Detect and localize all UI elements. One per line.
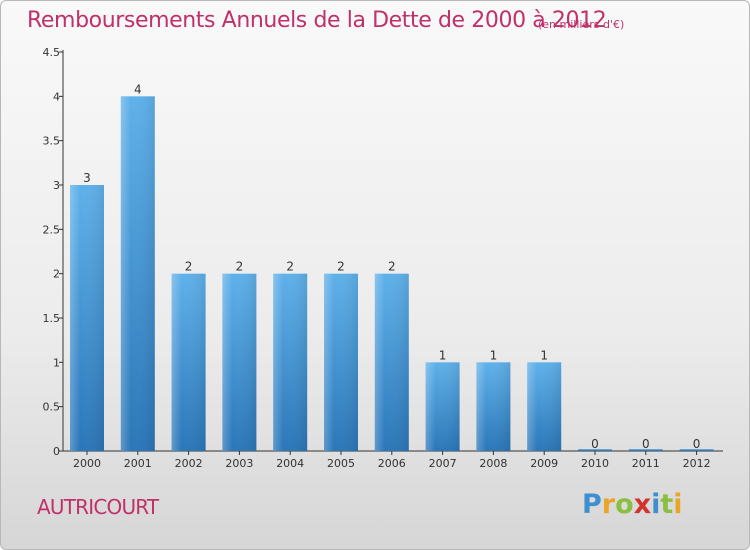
bar-shade bbox=[476, 362, 511, 451]
data-label: 1 bbox=[439, 348, 447, 362]
bar-shade bbox=[527, 362, 562, 451]
bar-shade bbox=[120, 96, 155, 451]
x-tick-label: 2003 bbox=[225, 457, 253, 470]
x-tick-label: 2005 bbox=[327, 457, 355, 470]
data-label: 2 bbox=[286, 260, 294, 274]
bar-shade bbox=[171, 273, 206, 451]
x-tick-label: 2002 bbox=[175, 457, 203, 470]
x-tick-label: 2010 bbox=[581, 457, 609, 470]
bar-shade bbox=[425, 362, 460, 451]
data-label: 4 bbox=[134, 82, 142, 96]
data-label: 2 bbox=[185, 260, 193, 274]
proxiti-logo: Proxiti bbox=[582, 489, 683, 520]
data-label: 2 bbox=[236, 260, 244, 274]
y-tick-label: 1.5 bbox=[43, 312, 61, 325]
y-tick-label: 4 bbox=[53, 90, 60, 103]
bar-shade bbox=[324, 273, 358, 451]
commune-name: AUTRICOURT bbox=[37, 495, 159, 519]
data-label: 0 bbox=[693, 437, 701, 451]
y-tick-label: 2 bbox=[53, 268, 60, 281]
chart-bars: 3 4 2 2 2 2 2 1 1 1 0 0 0 bbox=[70, 82, 714, 451]
bar-shade bbox=[70, 185, 104, 451]
y-tick-label: 3 bbox=[53, 179, 60, 192]
x-tick-label: 2012 bbox=[683, 457, 711, 470]
x-tick-label: 2004 bbox=[276, 457, 304, 470]
x-tick-label: 2009 bbox=[530, 457, 558, 470]
data-label: 1 bbox=[540, 348, 548, 362]
y-tick-label: 1 bbox=[53, 356, 60, 369]
x-tick-label: 2006 bbox=[378, 457, 406, 470]
data-label: 2 bbox=[337, 260, 345, 274]
data-label: 1 bbox=[490, 348, 498, 362]
x-tick-label: 2000 bbox=[73, 457, 101, 470]
y-tick-label: 0.5 bbox=[43, 401, 61, 414]
data-label: 0 bbox=[642, 437, 650, 451]
y-tick-label: 4.5 bbox=[43, 46, 61, 59]
x-tick-label: 2008 bbox=[479, 457, 507, 470]
x-tick-label: 2007 bbox=[429, 457, 457, 470]
chart-title: Remboursements Annuels de la Dette de 20… bbox=[27, 8, 607, 33]
data-label: 2 bbox=[388, 260, 396, 274]
data-label: 0 bbox=[591, 437, 599, 451]
data-label: 3 bbox=[83, 171, 91, 185]
bar-shade bbox=[222, 273, 257, 451]
y-tick-label: 3.5 bbox=[43, 135, 61, 148]
x-tick-label: 2011 bbox=[632, 457, 660, 470]
bar-shade bbox=[374, 273, 409, 451]
bar-shade bbox=[273, 273, 308, 451]
y-tick-label: 0 bbox=[53, 445, 60, 458]
y-tick-label: 2.5 bbox=[43, 223, 61, 236]
chart-subtitle: (en milliers d'€) bbox=[538, 18, 625, 31]
x-tick-label: 2001 bbox=[124, 457, 152, 470]
